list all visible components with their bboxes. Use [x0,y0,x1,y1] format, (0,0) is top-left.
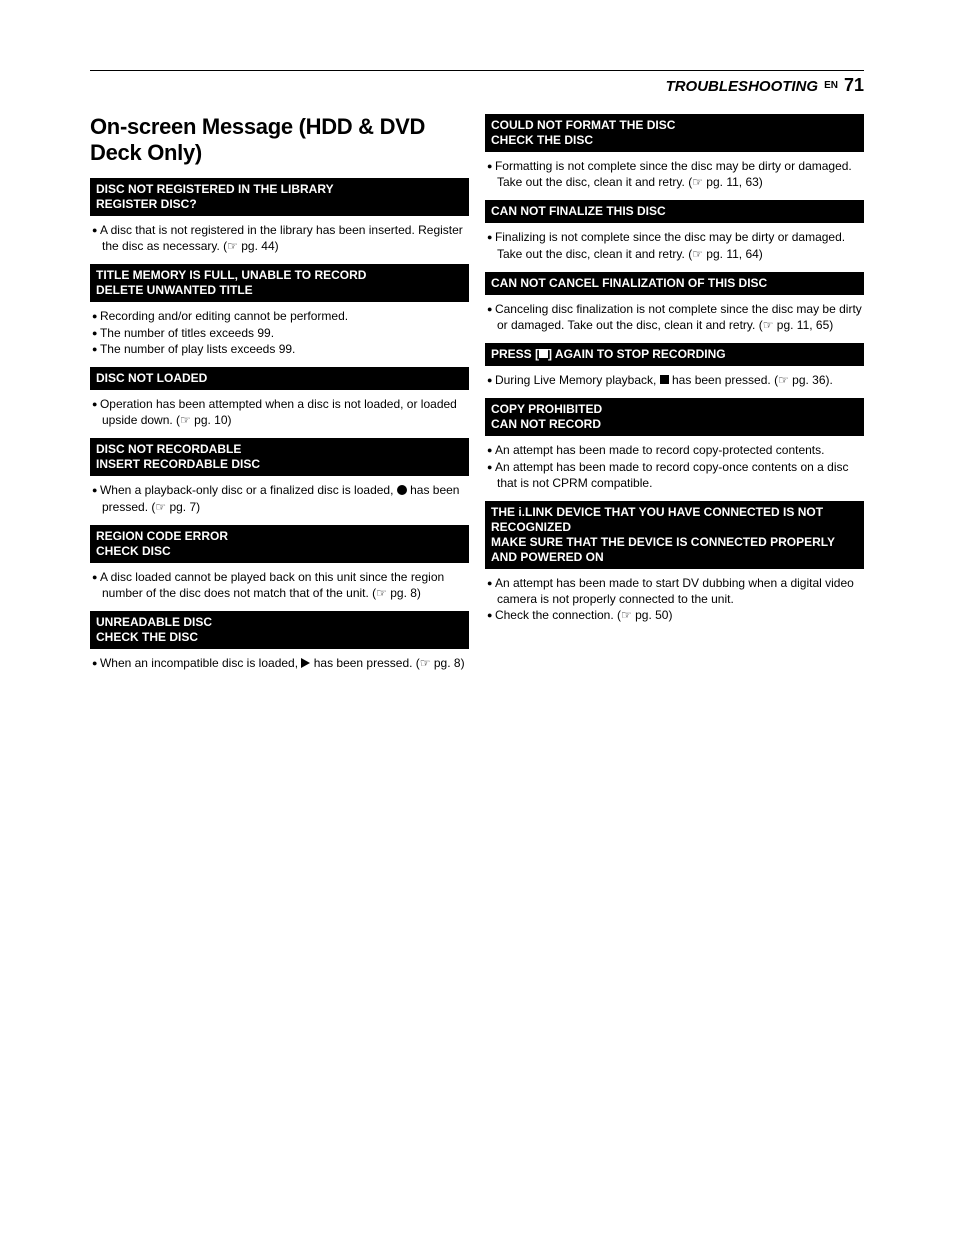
message-group: DISC NOT REGISTERED IN THE LIBRARYREGIST… [90,178,469,254]
message-heading: THE i.LINK DEVICE THAT YOU HAVE CONNECTE… [485,501,864,569]
message-heading: DISC NOT RECORDABLEINSERT RECORDABLE DIS… [90,438,469,476]
header-rule [90,70,864,71]
explanation-item: An attempt has been made to record copy-… [487,442,862,458]
message-heading: COPY PROHIBITEDCAN NOT RECORD [485,398,864,436]
message-heading: CAN NOT FINALIZE THIS DISC [485,200,864,223]
message-explanations: During Live Memory playback, has been pr… [485,372,864,388]
message-group: COPY PROHIBITEDCAN NOT RECORD An attempt … [485,398,864,491]
explanation-item: Recording and/or editing cannot be perfo… [92,308,467,324]
message-group: DISC NOT LOADED Operation has been attemp… [90,367,469,428]
explanation-item: An attempt has been made to start DV dub… [487,575,862,607]
header-section-name: TROUBLESHOOTING [666,78,819,95]
explanation-item: When a playback-only disc or a finalized… [92,482,467,514]
message-explanations: When an incompatible disc is loaded, has… [90,655,469,671]
message-heading: DISC NOT LOADED [90,367,469,390]
message-heading: UNREADABLE DISCCHECK THE DISC [90,611,469,649]
message-explanations: Canceling disc finalization is not compl… [485,301,864,333]
stop-icon [660,375,669,384]
left-column: On-screen Message (HDD & DVD Deck Only) … [90,114,469,681]
message-heading: CAN NOT CANCEL FINALIZATION OF THIS DISC [485,272,864,295]
page-number: 71 [844,75,864,96]
page-root: TROUBLESHOOTING EN 71 On-screen Message … [0,0,954,731]
message-heading: REGION CODE ERRORCHECK DISC [90,525,469,563]
right-column: COULD NOT FORMAT THE DISCCHECK THE DISC F… [485,114,864,681]
explanation-item: The number of titles exceeds 99. [92,325,467,341]
page-header: TROUBLESHOOTING EN 71 [90,75,864,96]
message-heading: PRESS [] AGAIN TO STOP RECORDING [485,343,864,366]
message-group: COULD NOT FORMAT THE DISCCHECK THE DISC F… [485,114,864,190]
explanation-item: Operation has been attempted when a disc… [92,396,467,428]
explanation-item: The number of play lists exceeds 99. [92,341,467,357]
explanation-item: Check the connection. (☞ pg. 50) [487,607,862,623]
message-explanations: Formatting is not complete since the dis… [485,158,864,190]
message-group: THE i.LINK DEVICE THAT YOU HAVE CONNECTE… [485,501,864,624]
message-group: DISC NOT RECORDABLEINSERT RECORDABLE DIS… [90,438,469,514]
explanation-item: Finalizing is not complete since the dis… [487,229,862,261]
message-heading: TITLE MEMORY IS FULL, UNABLE TO RECORDDE… [90,264,469,302]
message-group: CAN NOT CANCEL FINALIZATION OF THIS DISC… [485,272,864,333]
message-group: REGION CODE ERRORCHECK DISC A disc loaded… [90,525,469,601]
explanation-item: Canceling disc finalization is not compl… [487,301,862,333]
message-group: TITLE MEMORY IS FULL, UNABLE TO RECORDDE… [90,264,469,357]
message-explanations: A disc loaded cannot be played back on t… [90,569,469,601]
message-explanations: Finalizing is not complete since the dis… [485,229,864,261]
message-heading: COULD NOT FORMAT THE DISCCHECK THE DISC [485,114,864,152]
message-heading: DISC NOT REGISTERED IN THE LIBRARYREGIST… [90,178,469,216]
message-explanations: An attempt has been made to record copy-… [485,442,864,491]
section-title: On-screen Message (HDD & DVD Deck Only) [90,114,469,166]
explanation-item: During Live Memory playback, has been pr… [487,372,862,388]
message-explanations: A disc that is not registered in the lib… [90,222,469,254]
explanation-item: Formatting is not complete since the dis… [487,158,862,190]
message-explanations: An attempt has been made to start DV dub… [485,575,864,624]
explanation-item: A disc that is not registered in the lib… [92,222,467,254]
explanation-item: When an incompatible disc is loaded, has… [92,655,467,671]
explanation-item: A disc loaded cannot be played back on t… [92,569,467,601]
message-group: UNREADABLE DISCCHECK THE DISC When an inc… [90,611,469,671]
header-lang: EN [824,80,838,91]
content-columns: On-screen Message (HDD & DVD Deck Only) … [90,114,864,681]
message-explanations: Recording and/or editing cannot be perfo… [90,308,469,357]
message-group: CAN NOT FINALIZE THIS DISC Finalizing is … [485,200,864,261]
message-explanations: When a playback-only disc or a finalized… [90,482,469,514]
stop-icon [539,349,548,358]
play-icon [301,658,310,668]
explanation-item: An attempt has been made to record copy-… [487,459,862,491]
message-explanations: Operation has been attempted when a disc… [90,396,469,428]
message-group: PRESS [] AGAIN TO STOP RECORDING During L… [485,343,864,388]
record-icon [397,485,407,495]
